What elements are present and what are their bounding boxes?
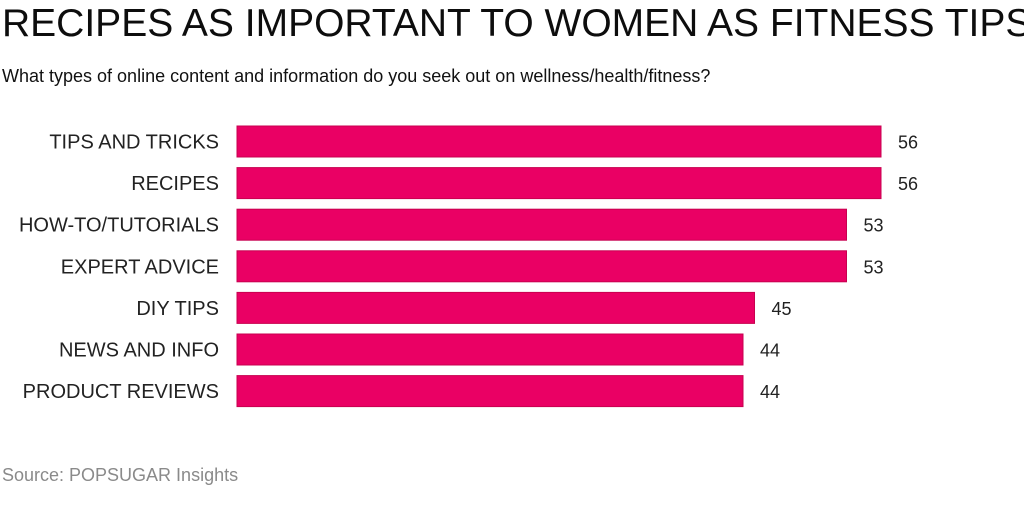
- chart-title: RECIPES AS IMPORTANT TO WOMEN AS FITNESS…: [2, 2, 1024, 45]
- data-label: 44: [760, 341, 780, 361]
- bar: [236, 375, 744, 408]
- bar: [236, 208, 847, 241]
- data-label: 53: [864, 257, 884, 277]
- data-label: 45: [772, 299, 792, 319]
- bar: [236, 291, 755, 324]
- bar: [236, 125, 882, 158]
- data-label: 44: [760, 382, 780, 402]
- bar: [236, 167, 882, 200]
- category-label: NEWS AND INFO: [59, 340, 219, 362]
- source-note: Source: POPSUGAR Insights: [2, 465, 239, 485]
- data-label: 56: [898, 133, 918, 153]
- data-label: 56: [898, 174, 918, 194]
- chart-subtitle: What types of online content and informa…: [2, 66, 711, 86]
- bar-chart: TIPS AND TRICKS 56 RECIPES 56 HOW-TO/TUTORIA…: [19, 125, 918, 408]
- category-label: HOW-TO/TUTORIALS: [19, 215, 219, 237]
- category-label: EXPERT ADVICE: [61, 256, 219, 278]
- category-label: TIPS AND TRICKS: [49, 132, 219, 154]
- data-label: 53: [864, 216, 884, 236]
- bar: [236, 250, 847, 283]
- category-label: DIY TIPS: [136, 298, 219, 320]
- bar: [236, 333, 744, 366]
- category-label: RECIPES: [131, 173, 219, 195]
- category-label: PRODUCT REVIEWS: [23, 381, 219, 403]
